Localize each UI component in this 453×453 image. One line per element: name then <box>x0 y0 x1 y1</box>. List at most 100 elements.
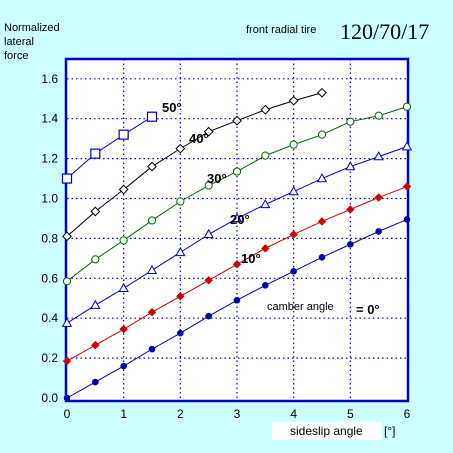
data-point <box>147 216 157 225</box>
series <box>62 102 412 286</box>
x-tick-label: 5 <box>347 407 354 421</box>
data-point <box>120 362 127 370</box>
data-point <box>118 184 129 195</box>
x-tick-label: 4 <box>290 407 297 421</box>
series-label: 50° <box>162 100 182 115</box>
data-point <box>260 198 271 209</box>
data-point <box>119 324 128 334</box>
data-point <box>231 212 243 223</box>
x-axis-label: sideslip angle <box>290 424 363 438</box>
y-tick-label: 1.6 <box>41 72 58 86</box>
data-point <box>374 193 383 202</box>
data-point <box>90 299 101 309</box>
data-point <box>203 228 214 239</box>
data-point <box>148 345 156 353</box>
y-axis-label-line-2: lateral <box>4 36 34 48</box>
data-point <box>317 217 327 226</box>
data-point <box>373 151 384 161</box>
data-point <box>232 167 242 176</box>
data-point <box>147 308 157 317</box>
series-label: = 0° <box>356 302 380 317</box>
series-label: 30° <box>207 171 227 186</box>
series <box>62 87 327 242</box>
series-label: 40° <box>189 131 209 146</box>
data-point <box>62 356 72 366</box>
data-point <box>346 205 355 214</box>
series-label: 10° <box>241 251 261 266</box>
chart-subtitle: front radial tire <box>246 24 316 36</box>
y-tick-label: 1.0 <box>41 192 58 206</box>
data-point <box>204 181 213 190</box>
data-point <box>232 115 242 126</box>
data-point <box>402 102 412 111</box>
x-tick-label: 3 <box>234 407 241 421</box>
data-point <box>90 206 101 217</box>
data-point <box>92 378 99 386</box>
y-axis-label-line-3: force <box>4 50 28 62</box>
data-point <box>176 292 185 301</box>
series-layer: = 0° 10° 20° 30° 40° 50° <box>61 87 413 402</box>
data-point <box>374 111 383 120</box>
y-tick-label: 0.0 <box>41 391 58 405</box>
series <box>61 141 413 327</box>
data-point <box>177 329 184 337</box>
data-point <box>346 117 355 126</box>
data-point <box>61 173 73 184</box>
data-point <box>289 230 298 239</box>
data-point <box>347 241 354 248</box>
data-point <box>232 260 242 269</box>
data-point <box>63 394 71 402</box>
series <box>61 111 158 184</box>
data-point <box>90 148 101 159</box>
y-tick-label: 0.8 <box>41 231 58 245</box>
data-point <box>62 231 72 242</box>
data-point <box>317 87 327 98</box>
data-point <box>91 340 100 350</box>
data-point <box>146 264 158 275</box>
data-point <box>318 254 326 261</box>
data-point <box>316 173 328 183</box>
data-point <box>203 126 214 137</box>
data-point <box>205 312 212 320</box>
x-tick-label: 6 <box>404 407 411 421</box>
series <box>62 182 412 366</box>
data-point <box>175 246 186 257</box>
data-point <box>289 140 298 149</box>
tick-labels: 0 1 2 3 4 5 6 0.0 0.2 0.4 0.6 0.8 1.0 1.2 1.4 1.6 <box>41 72 410 421</box>
data-point <box>233 296 241 304</box>
x-axis-unit: [°] <box>384 424 395 438</box>
data-point <box>288 95 299 106</box>
data-point <box>375 228 382 235</box>
data-point <box>204 276 213 285</box>
series-line <box>66 92 323 237</box>
series <box>63 216 411 402</box>
y-tick-label: 0.4 <box>41 311 58 325</box>
y-axis-label-line-1: Normalized <box>4 22 60 34</box>
data-point <box>288 185 299 196</box>
camber-angle-label: camber angle <box>267 301 334 313</box>
y-tick-label: 1.2 <box>41 152 58 166</box>
y-tick-label: 1.4 <box>41 112 58 126</box>
data-point <box>62 277 72 286</box>
x-tick-label: 2 <box>177 407 184 421</box>
data-point <box>176 197 185 206</box>
data-point <box>118 129 129 140</box>
data-point <box>262 281 269 289</box>
x-tick-label: 0 <box>64 407 71 421</box>
series-line <box>66 116 153 179</box>
data-point <box>261 244 270 253</box>
chart-title: 120/70/17 <box>340 19 429 44</box>
data-point <box>146 111 158 122</box>
data-point <box>61 317 73 327</box>
data-point <box>260 104 271 115</box>
y-tick-label: 0.2 <box>41 351 58 365</box>
data-point <box>290 268 297 275</box>
data-point <box>402 182 412 191</box>
data-point <box>403 216 411 223</box>
data-point <box>175 143 186 154</box>
data-point <box>91 255 100 264</box>
x-tick-label: 1 <box>120 407 127 421</box>
data-point <box>118 282 129 292</box>
